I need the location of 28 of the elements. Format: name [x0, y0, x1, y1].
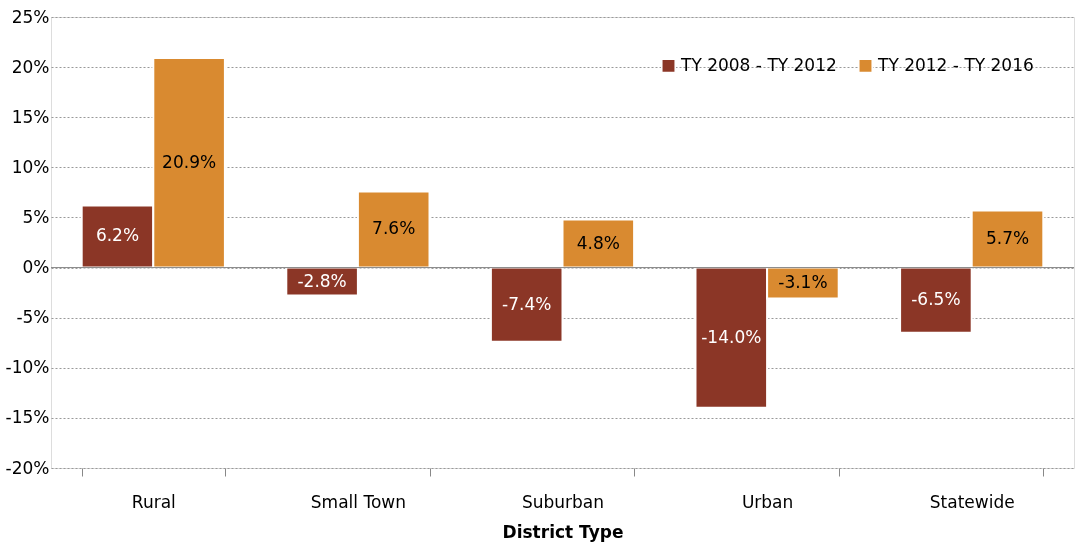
data-label: -2.8%: [297, 270, 347, 291]
legend-label: TY 2012 - TY 2016: [877, 54, 1034, 75]
x-axis-title: District Type: [502, 521, 624, 542]
y-tick-label: -10%: [5, 357, 50, 378]
y-tick-label: 10%: [11, 156, 50, 177]
y-tick-label: 20%: [11, 56, 50, 77]
data-label: 20.9%: [162, 151, 217, 172]
y-tick-label: 15%: [11, 106, 50, 127]
x-tick-label: Suburban: [521, 491, 605, 512]
y-tick-label: -15%: [5, 407, 50, 428]
y-tick-label: -20%: [5, 457, 50, 478]
y-tick-label: 5%: [22, 206, 50, 227]
data-label: -6.5%: [911, 289, 961, 310]
x-tick-label: Small Town: [310, 491, 406, 512]
y-tick-label: 25%: [11, 6, 50, 27]
data-label: 4.8%: [576, 232, 620, 253]
data-label: 6.2%: [95, 225, 140, 246]
data-label: -14.0%: [701, 326, 762, 347]
legend-label: TY 2008 - TY 2012: [680, 54, 837, 75]
y-tick-label: 0%: [22, 257, 50, 278]
x-tick-label: Rural: [131, 491, 176, 512]
data-label: 5.7%: [985, 227, 1030, 248]
data-label: 7.6%: [372, 218, 416, 239]
x-tick-label: Statewide: [929, 491, 1015, 512]
y-tick-label: -5%: [16, 307, 50, 328]
data-label: -3.1%: [778, 272, 828, 293]
data-label: -7.4%: [502, 293, 552, 314]
x-tick-label: Urban: [741, 491, 794, 512]
